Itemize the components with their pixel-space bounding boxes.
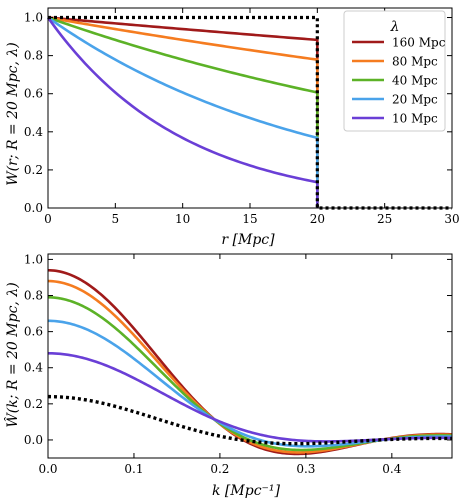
- top-panel-frame: [47, 7, 453, 209]
- legend: λ 160 Mpc 80 Mpc 40 Mpc 20 Mpc 10 Mpc: [343, 10, 446, 132]
- top-x-tick-label: 20: [310, 212, 325, 226]
- top-x-tick-label: 15: [242, 212, 257, 226]
- top-tophat-series: [48, 15, 452, 210]
- legend-entry-label: 40 Mpc: [392, 74, 438, 88]
- bottom-series-160: [47, 268, 453, 456]
- bottom-x-tick-label: 0.0: [38, 462, 57, 476]
- bottom-x-tick-label: 0.2: [210, 462, 229, 476]
- bottom-series-10: [47, 351, 453, 443]
- top-x-tick-label: 10: [175, 212, 190, 226]
- legend-entry-label: 10 Mpc: [392, 112, 438, 126]
- top-y-tick-label: 1.0: [24, 11, 43, 25]
- bottom-series-20: [47, 319, 453, 448]
- bottom-y-tick-label: 1.0: [24, 252, 43, 266]
- top-y-tick-label: 0.2: [24, 163, 43, 177]
- bottom-y-tick-label: 0.6: [24, 325, 43, 339]
- top-series-160: [47, 16, 319, 208]
- top-y-tick-label: 0.0: [24, 201, 43, 215]
- top-x-axis-label: r [Mpc]: [221, 232, 275, 248]
- top-x-tick-label: 5: [112, 212, 120, 226]
- top-x-tick-label: 25: [377, 212, 392, 226]
- top-series-20: [47, 16, 319, 208]
- top-panel: 0 5 10 15 20 25 30 0.0 0.2 0.4 0.6 0.8 1.0 r [Mpc] W…: [5, 7, 460, 248]
- legend-entry-label: 80 Mpc: [392, 55, 438, 69]
- bottom-panel-ticks: 0.0 0.1 0.2 0.3 0.4 0.0 0.2 0.4 0.6 0.8 1.0: [24, 252, 452, 476]
- bottom-panel-lines: [47, 268, 453, 456]
- bottom-panel-frame: [47, 253, 453, 459]
- top-y-tick-label: 0.4: [24, 125, 43, 139]
- bottom-x-tick-label: 0.4: [382, 462, 401, 476]
- top-y-tick-label: 0.8: [24, 49, 43, 63]
- bottom-y-tick-label: 0.4: [24, 361, 43, 375]
- bottom-x-axis-label: k [Mpc⁻¹]: [212, 483, 281, 499]
- bottom-y-tick-label: 0.2: [24, 397, 43, 411]
- bottom-tophat-series: [47, 394, 453, 446]
- top-y-tick-label: 0.6: [24, 87, 43, 101]
- bottom-x-tick-label: 0.3: [296, 462, 315, 476]
- bottom-y-tick-label: 0.0: [24, 433, 43, 447]
- bottom-panel: 0.0 0.1 0.2 0.3 0.4 0.0 0.2 0.4 0.6 0.8 1.0 k [Mpc…: [3, 252, 453, 499]
- top-panel-lines: [46, 15, 452, 210]
- top-series-10: [46, 16, 319, 208]
- top-series-80: [47, 16, 319, 208]
- bottom-x-tick-label: 0.1: [124, 462, 143, 476]
- bottom-y-tick-label: 0.8: [24, 289, 43, 303]
- top-x-tick-label: 0: [44, 212, 52, 226]
- top-series-40: [47, 16, 319, 208]
- bottom-series-40: [47, 296, 453, 452]
- top-x-tick-label: 30: [444, 212, 459, 226]
- legend-entry-label: 160 Mpc: [392, 36, 446, 50]
- legend-title: λ: [390, 19, 400, 35]
- legend-entry-label: 20 Mpc: [392, 93, 438, 107]
- top-y-axis-label: W(r; R = 20 Mpc, λ): [5, 42, 21, 186]
- bottom-y-axis-label: Ŵ(k; R = 20 Mpc, λ): [3, 282, 21, 427]
